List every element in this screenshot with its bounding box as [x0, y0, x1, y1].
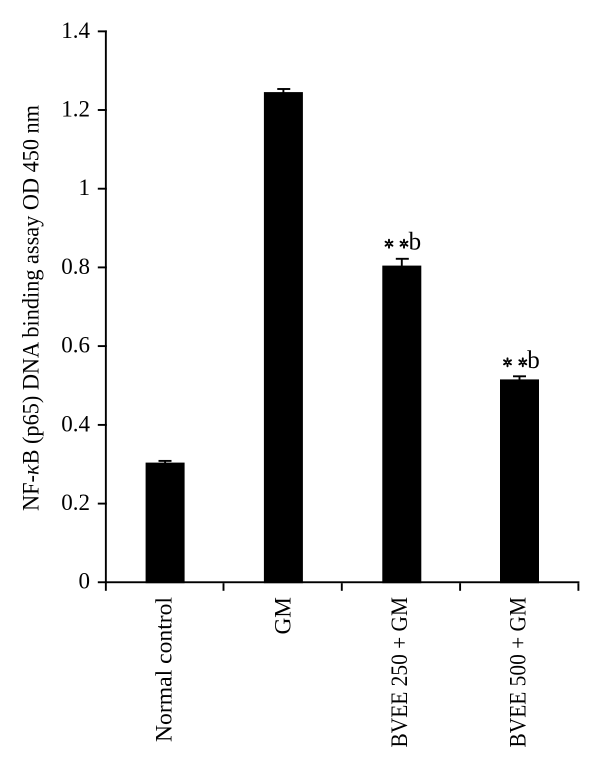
svg-text:NF-κB (p65) DNA binding assay: NF-κB (p65) DNA binding assay OD 450 nm: [19, 105, 44, 511]
svg-text:b: b: [527, 347, 540, 374]
svg-text:1.2: 1.2: [61, 97, 90, 122]
svg-text:0.2: 0.2: [61, 490, 90, 515]
svg-text:0: 0: [79, 569, 91, 594]
svg-text:BVEE 500 + GM: BVEE 500 + GM: [505, 597, 530, 748]
svg-text:0.8: 0.8: [61, 254, 90, 279]
svg-text:0.4: 0.4: [61, 411, 90, 436]
svg-text:0.6: 0.6: [61, 333, 90, 358]
svg-text:Normal control: Normal control: [152, 597, 177, 742]
svg-text:b: b: [409, 228, 422, 255]
svg-text:1.4: 1.4: [61, 18, 90, 43]
svg-text:BVEE 250 + GM: BVEE 250 + GM: [387, 597, 412, 748]
svg-text:1: 1: [79, 175, 91, 200]
svg-text:GM: GM: [271, 597, 296, 635]
